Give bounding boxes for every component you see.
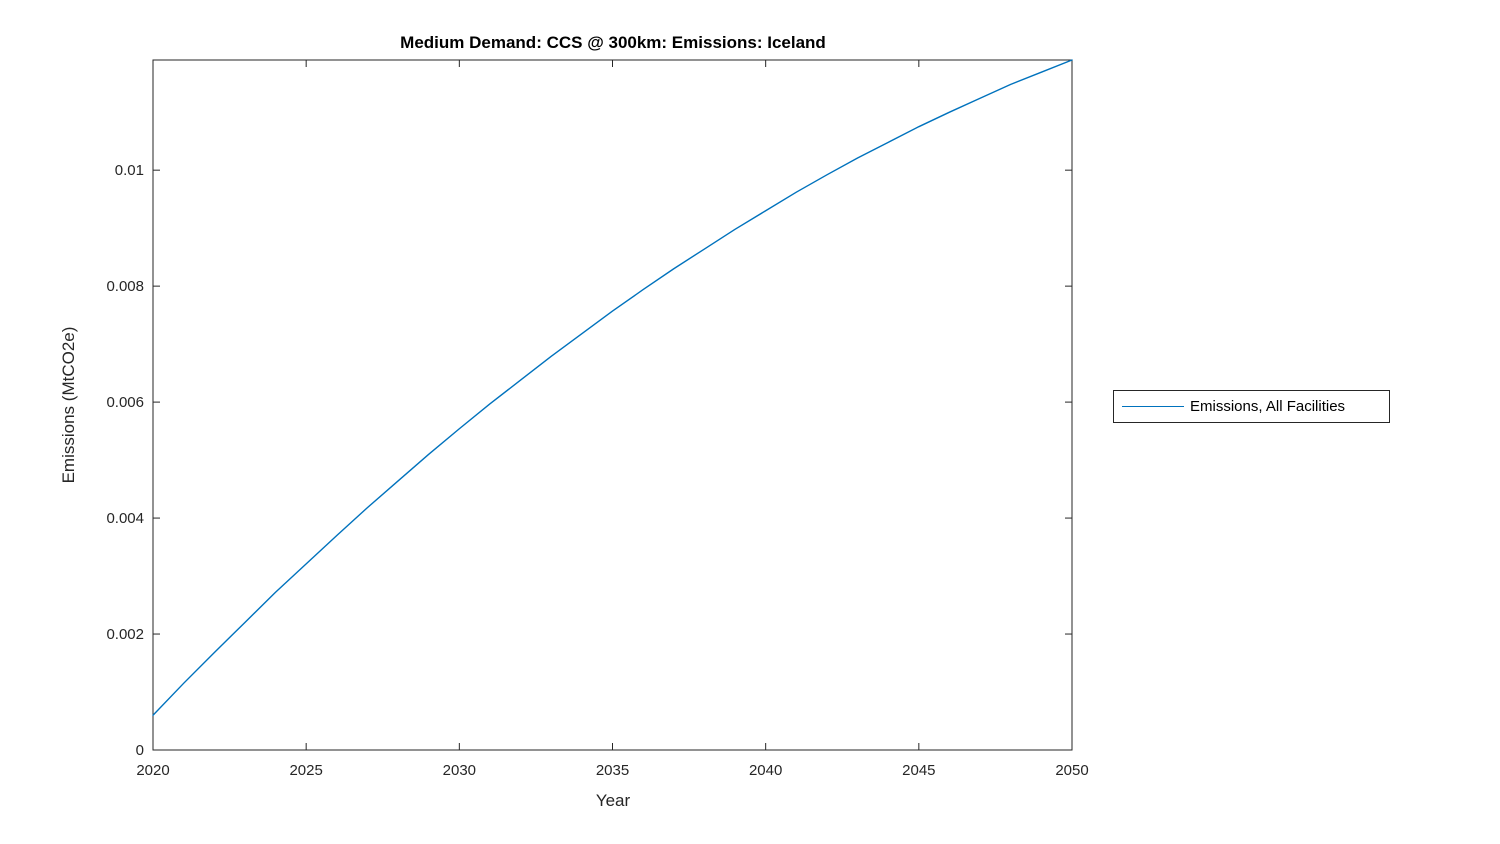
- x-tick-label: 2025: [289, 762, 322, 779]
- y-tick-label: 0.006: [106, 394, 144, 411]
- legend-line-sample: [1122, 406, 1184, 407]
- emissions-line-series: [152, 59, 1073, 716]
- x-axis-label: Year: [595, 791, 631, 810]
- y-tick-label: 0.002: [106, 626, 144, 643]
- legend[interactable]: Emissions, All Facilities: [1113, 390, 1390, 423]
- x-tick-label: 2040: [749, 762, 782, 779]
- x-tick-label: 2045: [902, 762, 935, 779]
- y-tick-label: 0.008: [106, 278, 144, 295]
- chart-title: Medium Demand: CCS @ 300km: Emissions: I…: [400, 33, 826, 52]
- x-tick-label: 2020: [136, 762, 169, 779]
- x-tick-label: 2050: [1055, 762, 1088, 779]
- y-tick-label: 0: [136, 742, 144, 759]
- axes-border: [152, 59, 1073, 751]
- x-tick-label: 2035: [596, 762, 629, 779]
- y-tick-label: 0.004: [106, 510, 144, 527]
- legend-label: Emissions, All Facilities: [1190, 398, 1346, 415]
- y-tick-label: 0.01: [115, 162, 144, 179]
- x-tick-label: 2030: [443, 762, 476, 779]
